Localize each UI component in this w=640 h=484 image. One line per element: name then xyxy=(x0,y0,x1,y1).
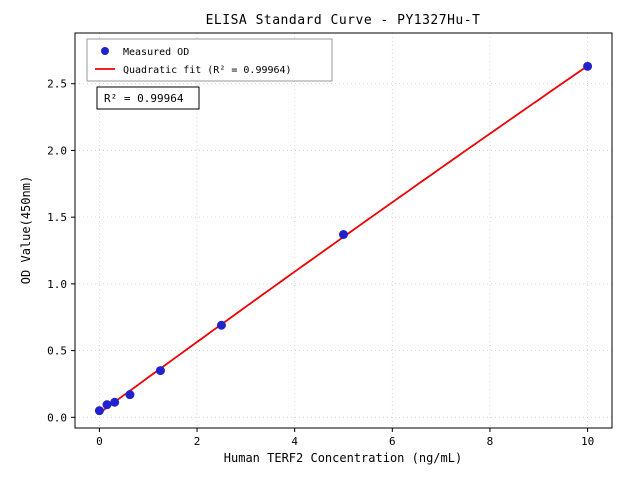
legend-marker-measured xyxy=(101,47,109,55)
data-point xyxy=(583,61,593,71)
r-squared-text: R² = 0.99964 xyxy=(104,92,184,105)
data-point xyxy=(125,390,135,400)
data-point xyxy=(216,320,226,330)
svg-text:6: 6 xyxy=(389,435,396,448)
svg-text:2: 2 xyxy=(194,435,201,448)
legend-label-fit: Quadratic fit (R² = 0.99964) xyxy=(123,65,292,76)
grid-lines xyxy=(75,33,612,428)
fit-line xyxy=(98,65,589,414)
svg-text:1.5: 1.5 xyxy=(47,211,67,224)
svg-text:2.5: 2.5 xyxy=(47,78,67,91)
svg-text:0.0: 0.0 xyxy=(47,411,67,424)
svg-text:0: 0 xyxy=(96,435,103,448)
svg-text:4: 4 xyxy=(291,435,298,448)
data-point xyxy=(339,230,348,240)
data-point xyxy=(110,397,120,407)
x-axis-label: Human TERF2 Concentration (ng/mL) xyxy=(224,451,462,465)
r-squared-annotation: R² = 0.99964 xyxy=(96,86,200,110)
chart-title: ELISA Standard Curve - PY1327Hu-T xyxy=(206,13,481,28)
legend-label-measured: Measured OD xyxy=(123,47,189,58)
svg-text:8: 8 xyxy=(487,435,494,448)
data-point xyxy=(102,400,112,410)
legend: Measured OD Quadratic fit (R² = 0.99964) xyxy=(86,38,333,82)
tick-labels: 0 2 4 6 8 10 0.0 0.5 1.0 1.5 2.0 2.5 xyxy=(47,78,594,448)
svg-text:10: 10 xyxy=(581,435,594,448)
data-point xyxy=(94,406,104,416)
data-point xyxy=(155,366,165,376)
plot-border xyxy=(74,32,613,429)
svg-text:0.5: 0.5 xyxy=(47,345,67,358)
measured-points xyxy=(94,61,593,416)
plot-layer: 0 2 4 6 8 10 0.0 0.5 1.0 1.5 2.0 2.5 Measured OD Quad… xyxy=(47,32,613,448)
svg-text:1.0: 1.0 xyxy=(47,278,67,291)
y-axis-label: OD Value(450nm) xyxy=(19,176,33,284)
tick-marks xyxy=(71,83,589,432)
svg-text:2.0: 2.0 xyxy=(47,144,67,157)
